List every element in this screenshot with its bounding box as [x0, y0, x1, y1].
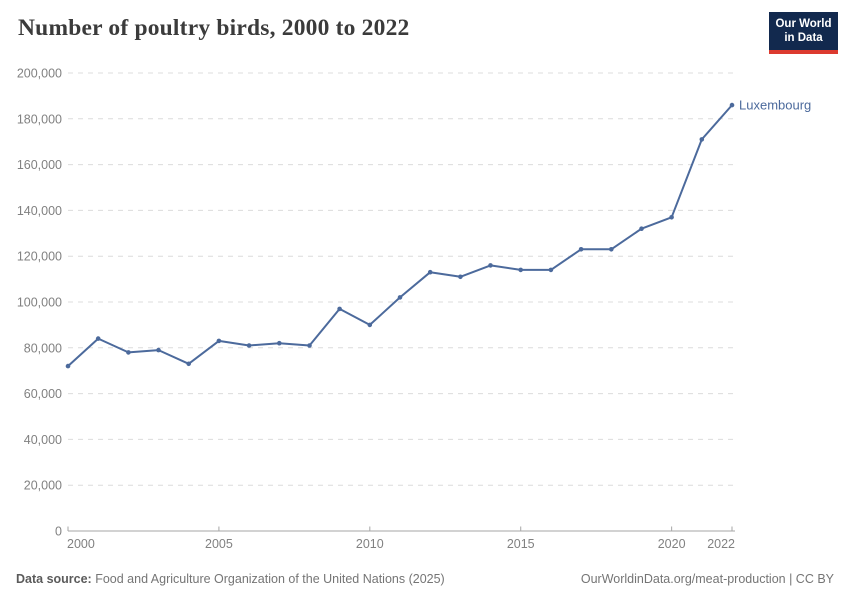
x-axis-tick-label: 2020	[658, 537, 686, 551]
data-point[interactable]	[639, 226, 644, 231]
footer: Data source: Food and Agriculture Organi…	[16, 572, 834, 586]
page-title: Number of poultry birds, 2000 to 2022	[18, 15, 410, 41]
data-point[interactable]	[669, 215, 674, 220]
owid-logo-line2: in Data	[784, 32, 823, 45]
owid-logo[interactable]: Our World in Data	[769, 12, 838, 54]
series-end-label[interactable]: Luxembourg	[739, 98, 811, 113]
y-axis-tick-label: 60,000	[24, 387, 62, 401]
data-point[interactable]	[729, 102, 735, 108]
data-point[interactable]	[518, 267, 523, 273]
x-axis-tick-label: 2022	[707, 537, 735, 551]
data-point[interactable]	[126, 350, 131, 355]
data-point[interactable]	[65, 363, 71, 369]
x-axis-tick-label: 2000	[67, 537, 95, 551]
data-point[interactable]	[95, 336, 101, 341]
x-axis-tick-label: 2015	[507, 537, 535, 551]
data-point[interactable]	[156, 347, 161, 353]
data-point[interactable]	[488, 263, 493, 268]
y-axis-tick-label: 0	[55, 525, 62, 539]
data-point[interactable]	[246, 343, 252, 348]
data-point[interactable]	[427, 269, 433, 275]
data-point[interactable]	[458, 274, 463, 280]
data-point[interactable]	[307, 343, 312, 348]
data-point[interactable]	[277, 340, 282, 346]
data-point[interactable]	[337, 306, 342, 312]
data-point[interactable]	[609, 247, 614, 252]
data-source-label: Data source:	[16, 572, 92, 586]
owid-logo-line1: Our World	[775, 18, 832, 30]
data-point[interactable]	[699, 137, 705, 142]
owid-url-link[interactable]: OurWorldinData.org/meat-production | CC …	[580, 572, 834, 586]
y-axis-tick-label: 200,000	[17, 67, 62, 81]
y-axis-tick-label: 140,000	[17, 204, 62, 218]
y-axis-tick-label: 40,000	[24, 433, 62, 447]
y-axis-tick-label: 160,000	[17, 158, 62, 172]
data-point[interactable]	[186, 361, 191, 367]
y-axis-tick-label: 120,000	[17, 250, 62, 264]
y-axis-tick-label: 180,000	[17, 112, 62, 126]
data-point[interactable]	[367, 322, 373, 328]
data-point[interactable]	[216, 338, 222, 344]
data-source-text: Food and Agriculture Organization of the…	[91, 572, 445, 586]
data-point[interactable]	[397, 295, 403, 300]
x-axis-tick-label: 2010	[356, 537, 384, 551]
data-point[interactable]	[548, 267, 554, 273]
y-axis-tick-label: 20,000	[24, 479, 62, 493]
data-point[interactable]	[578, 247, 584, 252]
y-axis-tick-label: 80,000	[24, 341, 62, 355]
data-source-note: Data source: Food and Agriculture Organi…	[16, 572, 445, 586]
x-axis-tick-label: 2005	[205, 537, 233, 551]
series-line-luxembourg	[67, 104, 733, 368]
y-axis-tick-label: 100,000	[17, 296, 62, 310]
